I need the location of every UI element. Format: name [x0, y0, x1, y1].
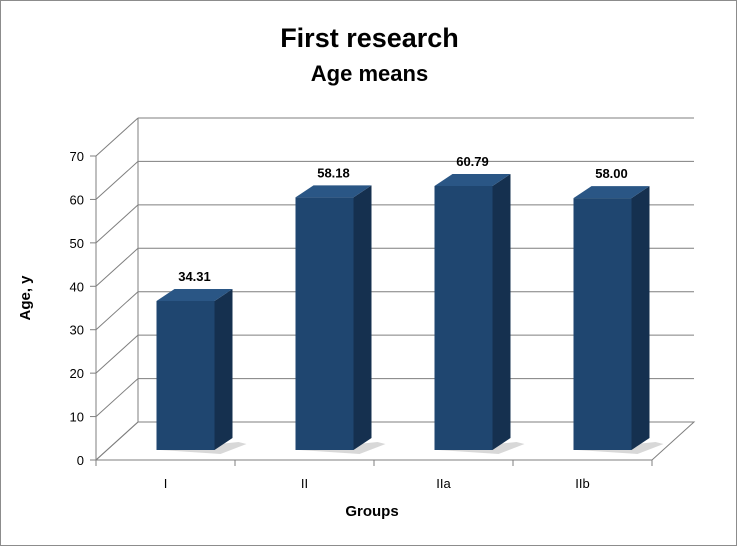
side-gridline [95, 117, 139, 157]
side-gridline [95, 378, 139, 417]
x-tick-label: II [301, 476, 308, 491]
y-tick-label: 20 [70, 366, 84, 381]
bar-side [214, 288, 233, 450]
y-tick-label: 0 [77, 453, 84, 468]
side-gridline [95, 247, 139, 287]
data-label: 58.18 [317, 165, 350, 180]
bar-side [631, 186, 650, 450]
y-tick-label: 10 [70, 410, 84, 425]
side-gridline [95, 291, 139, 331]
y-tick-label: 50 [70, 236, 84, 251]
bar-top [434, 173, 511, 186]
bar-top [156, 288, 233, 301]
data-label: 60.79 [456, 154, 489, 169]
bar [434, 185, 493, 450]
bar-side [492, 173, 511, 450]
chart-subtitle: Age means [310, 61, 429, 86]
side-gridline [95, 334, 139, 374]
side-gridline [95, 161, 139, 200]
bar-layer [156, 173, 664, 454]
y-axis-title: Age, y [17, 275, 34, 321]
bar [573, 198, 632, 450]
x-tick-label: IIa [436, 476, 451, 491]
x-tick-label: IIb [575, 476, 589, 491]
bar-top [295, 185, 372, 198]
y-tick-label: 60 [70, 192, 84, 207]
data-label: 58.00 [595, 166, 628, 181]
side-gridline [95, 204, 139, 244]
y-tick-label: 30 [70, 323, 84, 338]
y-tick-label: 40 [70, 279, 84, 294]
bar [295, 197, 354, 450]
label-layer: 0 10 20 30 40 50 60 70 34.31 I 58.18 II 60.79 IIa 58.0… [70, 149, 628, 491]
x-tick-label: I [164, 476, 168, 491]
data-label: 34.31 [178, 269, 211, 284]
x-axis-title: Groups [345, 503, 398, 520]
bar-top [573, 186, 650, 199]
chart-title: First research [280, 23, 459, 53]
bar [156, 300, 215, 450]
floor-plane [94, 421, 696, 461]
bar-side [353, 185, 372, 450]
y-tick-label: 70 [70, 149, 84, 164]
